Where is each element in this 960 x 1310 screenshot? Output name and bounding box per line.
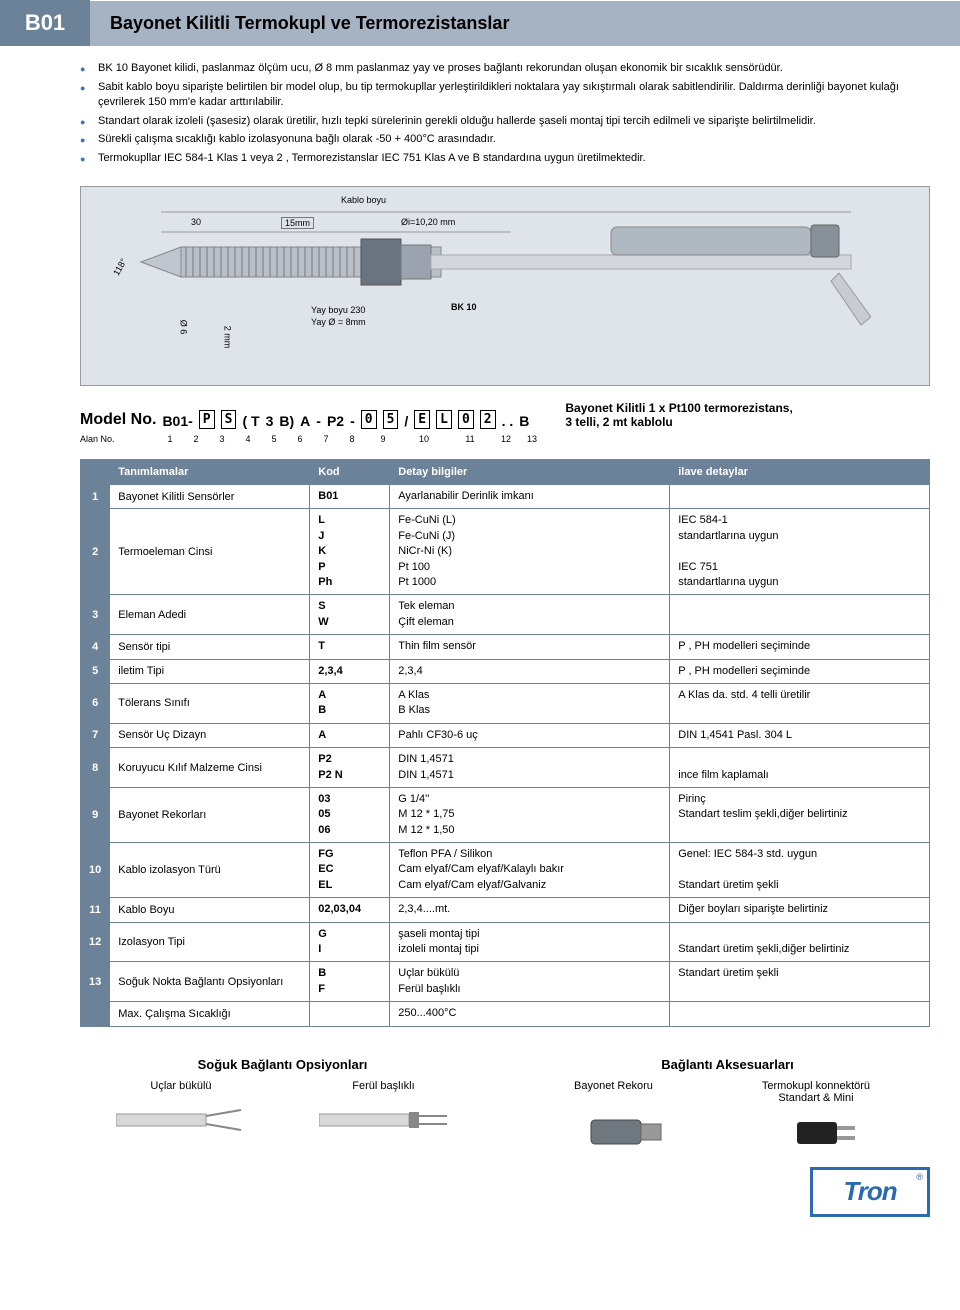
brand-logo: Tron ®: [810, 1167, 930, 1217]
model-part: A: [300, 413, 310, 429]
col-header: ilave detaylar: [670, 460, 930, 485]
wire-ferrule-icon: [319, 1106, 449, 1134]
bullet-item: Termokupllar IEC 584-1 Klas 1 veya 2 , T…: [80, 151, 930, 166]
bottom-options: Soğuk Bağlantı Opsiyonları Uçlar bükülü …: [0, 1042, 960, 1162]
header-code: B01: [0, 0, 90, 46]
table-row: 9Bayonet Rekorları030506G 1/4''M 12 * 1,…: [81, 787, 930, 842]
model-part: P: [199, 410, 215, 429]
alan-label: Alan No.: [80, 434, 154, 444]
model-part: B): [279, 413, 294, 429]
model-number-row: Model No. B01- P S ( T 3 B) A - P2 - 0 5…: [80, 401, 930, 429]
bayonet-connector-icon: [586, 1112, 666, 1152]
model-part: 3: [266, 413, 274, 429]
accessories-title: Bağlantı Aksesuarları: [525, 1057, 930, 1072]
model-slash: /: [404, 413, 408, 429]
table-row: 2Termoeleman CinsiLJKPPhFe-CuNi (L)Fe-Cu…: [81, 509, 930, 595]
table-row: 4Sensör tipiTThin film sensörP , PH mode…: [81, 635, 930, 659]
model-description: Bayonet Kilitli 1 x Pt100 termorezistans…: [565, 401, 792, 429]
probe-illustration: [91, 197, 871, 377]
model-part: ( T: [242, 413, 259, 429]
field-number-row: Alan No. 1 2 3 4 5 6 7 8 9 10 11 12 13: [80, 434, 930, 444]
spec-table: Tanımlamalar Kod Detay bilgiler ilave de…: [80, 459, 930, 1027]
bullet-list: BK 10 Bayonet kilidi, paslanmaz ölçüm uc…: [80, 61, 930, 166]
model-part: 0: [361, 410, 377, 429]
model-part: 0: [458, 410, 474, 429]
option-label: Ferül başlıklı: [352, 1080, 414, 1092]
model-part: E: [414, 410, 430, 429]
page-title: Bayonet Kilitli Termokupl ve Termorezist…: [90, 1, 960, 46]
table-row: 12Izolasyon TipiGIşaseli montaj tipiizol…: [81, 922, 930, 962]
table-row: 1Bayonet Kilitli SensörlerB01Ayarlanabil…: [81, 485, 930, 509]
bullet-item: Standart olarak izoleli (şasesiz) olarak…: [80, 114, 930, 129]
model-dots: . .: [502, 413, 514, 429]
model-part: 2: [480, 410, 496, 429]
thermocouple-connector-icon: [789, 1112, 869, 1152]
table-row: 5iletim Tipi2,3,42,3,4P , PH modelleri s…: [81, 659, 930, 683]
col-header: Tanımlamalar: [110, 460, 310, 485]
model-part: 5: [383, 410, 399, 429]
col-header: Detay bilgiler: [390, 460, 670, 485]
table-row: 3Eleman AdediSWTek elemanÇift eleman: [81, 595, 930, 635]
option-label: Uçlar bükülü: [150, 1080, 211, 1092]
model-dash: -: [350, 413, 355, 429]
table-row: 10Kablo izolasyon TürüFGECELTeflon PFA /…: [81, 843, 930, 898]
model-label: Model No.: [80, 411, 156, 429]
accessory-label: Bayonet Rekoru: [574, 1080, 653, 1104]
model-part: S: [221, 410, 237, 429]
col-header: Kod: [310, 460, 390, 485]
model-prefix: B01-: [162, 413, 192, 429]
model-part: L: [436, 410, 452, 429]
logo-text: Tron: [843, 1176, 896, 1207]
accessory-label: Termokupl konnektörü Standart & Mini: [751, 1080, 881, 1104]
bullet-item: BK 10 Bayonet kilidi, paslanmaz ölçüm uc…: [80, 61, 930, 76]
table-row: Max. Çalışma Sıcaklığı250...400°C: [81, 1002, 930, 1026]
model-dash: -: [316, 413, 321, 429]
table-row: 11Kablo Boyu02,03,042,3,4....mt.Diğer bo…: [81, 898, 930, 922]
table-row: 7Sensör Uç DizaynAPahlı CF30-6 uçDIN 1,4…: [81, 723, 930, 747]
model-part: B: [519, 413, 529, 429]
table-row: 6Tölerans SınıfıABA KlasB KlasA Klas da.…: [81, 683, 930, 723]
header: B01 Bayonet Kilitli Termokupl ve Termore…: [0, 0, 960, 46]
table-row: 13Soğuk Nokta Bağlantı OpsiyonlarıBFUçla…: [81, 962, 930, 1002]
options-title: Soğuk Bağlantı Opsiyonları: [80, 1057, 485, 1072]
table-row: 8Koruyucu Kılıf Malzeme CinsiP2P2 NDIN 1…: [81, 748, 930, 788]
bullet-item: Sabit kablo boyu siparişte belirtilen bi…: [80, 80, 930, 110]
wire-bent-icon: [116, 1106, 246, 1134]
model-part: P2: [327, 413, 344, 429]
bullet-item: Sürekli çalışma sıcaklığı kablo izolasyo…: [80, 132, 930, 147]
footer: Tron ®: [0, 1162, 960, 1237]
technical-diagram: Kablo boyu 30 15mm Øi=10,20 mm 118° Ø 6 …: [80, 186, 930, 386]
